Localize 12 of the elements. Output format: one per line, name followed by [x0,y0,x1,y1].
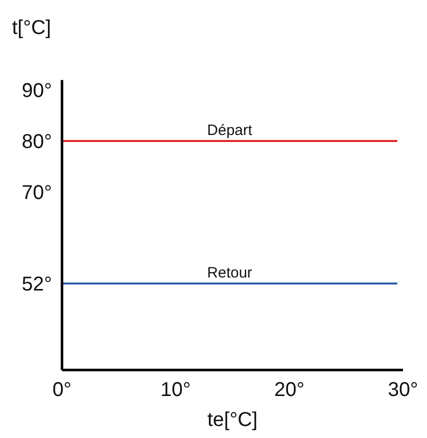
series-label: Départ [207,122,253,140]
y-tick-label: 52° [22,274,52,296]
x-tick-label: 30° [388,379,418,401]
x-tick-label: 0° [52,379,72,401]
x-axis-title: te[°C] [207,409,258,431]
y-tick-label: 70° [22,182,52,204]
x-tick-label: 20° [274,379,304,401]
y-axis-title: t[°C] [12,17,52,39]
series-label: Retour [207,264,252,282]
y-tick-label: 80° [22,131,52,154]
y-tick-label: 90° [22,80,52,102]
x-tick-label: 10° [160,379,191,401]
